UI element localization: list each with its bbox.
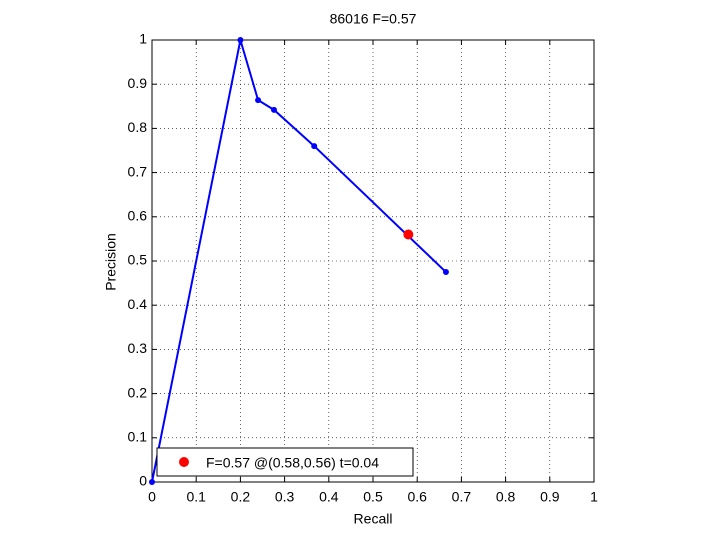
y-tick-label: 0.3 — [128, 340, 148, 356]
legend-label: F=0.57 @(0.58,0.56) t=0.04 — [206, 455, 379, 471]
plot-frame — [151, 39, 595, 483]
best-point — [403, 229, 414, 240]
y-tick-label: 0.7 — [128, 163, 148, 179]
y-tick-label: 0 — [139, 473, 147, 489]
point — [442, 269, 449, 276]
y-tick-label: 0.9 — [128, 75, 148, 91]
y-tick-label: 0.8 — [128, 119, 148, 135]
chart-title: 86016 F=0.57 — [330, 11, 417, 27]
point — [270, 106, 277, 113]
legend-box — [156, 447, 414, 477]
x-tick-label: 1 — [590, 489, 598, 505]
y-tick-label: 1 — [139, 31, 147, 47]
x-tick-label: 0.6 — [407, 489, 427, 505]
x-tick-label: 0 — [148, 489, 156, 505]
legend-marker — [179, 457, 189, 467]
x-tick-label: 0.5 — [363, 489, 383, 505]
x-tick-label: 0.1 — [186, 489, 206, 505]
y-tick-label: 0.4 — [128, 296, 148, 312]
x-tick-label: 0.3 — [275, 489, 295, 505]
x-tick-label: 0.9 — [540, 489, 560, 505]
x-tick-label: 0.8 — [496, 489, 516, 505]
y-tick-label: 0.5 — [128, 252, 148, 268]
y-tick-label: 0.1 — [128, 429, 148, 445]
point — [311, 143, 318, 150]
y-tick-label: 0.6 — [128, 208, 148, 224]
point — [149, 479, 155, 485]
y-axis-label: Precision — [103, 233, 119, 291]
series-line — [151, 39, 447, 483]
point — [255, 97, 262, 104]
x-tick-label: 0.4 — [319, 489, 339, 505]
x-axis-label: Recall — [354, 511, 393, 527]
x-tick-label: 0.2 — [231, 489, 251, 505]
point — [237, 37, 244, 43]
y-tick-label: 0.2 — [128, 384, 148, 400]
x-tick-label: 0.7 — [452, 489, 472, 505]
